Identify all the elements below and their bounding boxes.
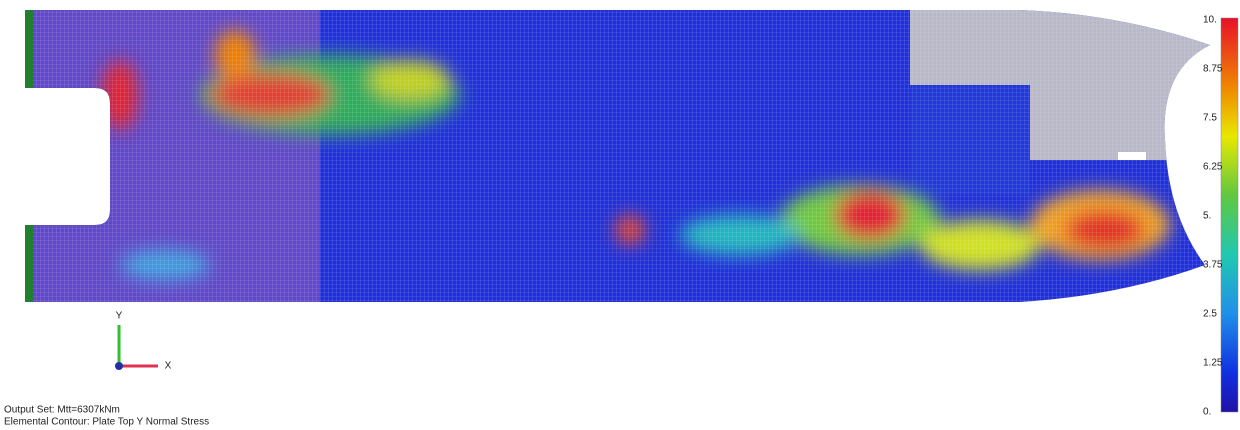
hull-contour [20, 5, 1220, 310]
page: Y X 10. 8.75 7.5 6.25 5. 3.75 2.5 1.25 0. Output… [0, 0, 1240, 430]
triad: Y X [115, 311, 172, 372]
legend-label: 10. [1203, 15, 1217, 26]
footer-text: Output Set: Mtt=6307kNm [4, 405, 120, 416]
legend-label: 1.25 [1203, 358, 1223, 369]
fea-view: Y X 10. 8.75 7.5 6.25 5. 3.75 2.5 1.25 0. Output… [0, 0, 1240, 430]
legend-label: 6.25 [1203, 162, 1223, 173]
legend-label: 8.75 [1203, 64, 1223, 75]
legend-label: 2.5 [1203, 309, 1217, 320]
footer-text: Elemental Contour: Plate Top Y Normal St… [4, 417, 209, 428]
legend-label: 3.75 [1203, 260, 1223, 271]
axis-label: X [165, 361, 172, 372]
legend-label: 5. [1203, 211, 1211, 222]
legend-label: 0. [1203, 407, 1211, 418]
legend-labels: 10. 8.75 7.5 6.25 5. 3.75 2.5 1.25 0. [1203, 15, 1223, 418]
color-bar [1221, 18, 1238, 412]
legend-label: 7.5 [1203, 113, 1217, 124]
axis-label: Y [116, 311, 123, 322]
